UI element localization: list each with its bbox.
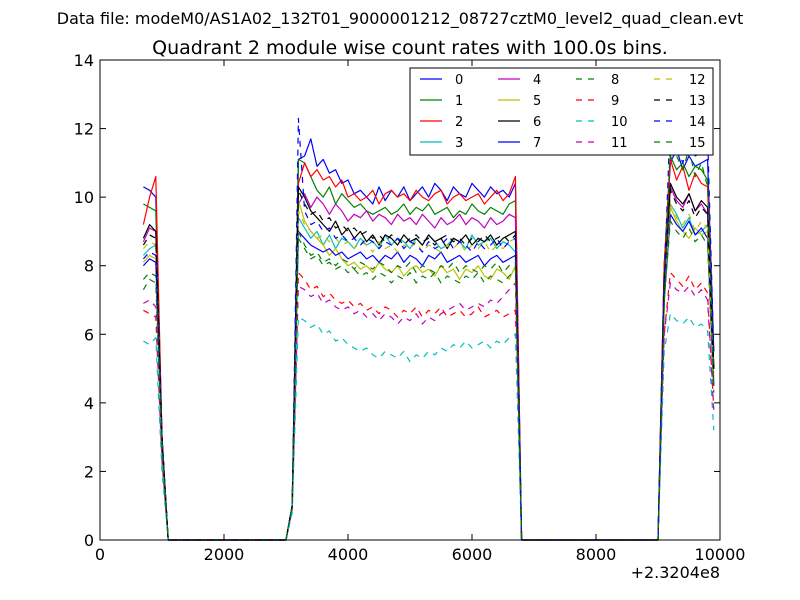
y-tick-label: 6 xyxy=(84,325,94,344)
legend-label-3: 3 xyxy=(455,136,463,151)
series-line-8 xyxy=(142,220,715,541)
y-tick-label: 2 xyxy=(84,462,94,481)
y-tick-label: 12 xyxy=(74,120,94,139)
legend-label-2: 2 xyxy=(455,115,463,130)
y-tick-label: 0 xyxy=(84,531,94,550)
legend-label-6: 6 xyxy=(533,115,541,130)
x-tick-label: 2000 xyxy=(204,545,245,564)
y-tick-label: 14 xyxy=(74,51,94,70)
figure-suptitle: Data file: modeM0/AS1A02_132T01_90000012… xyxy=(57,9,743,29)
x-tick-label: 10000 xyxy=(695,545,746,564)
legend-label-11: 11 xyxy=(611,136,628,151)
legend-label-10: 10 xyxy=(611,115,628,130)
y-tick-label: 8 xyxy=(84,257,94,276)
x-tick-label: 0 xyxy=(95,545,105,564)
legend-frame xyxy=(409,67,714,156)
legend-label-4: 4 xyxy=(533,73,541,88)
x-tick-label: 8000 xyxy=(576,545,617,564)
legend-label-5: 5 xyxy=(533,94,541,109)
y-tick-label: 10 xyxy=(74,188,94,207)
legend-label-12: 12 xyxy=(689,73,706,88)
legend-label-14: 14 xyxy=(689,115,706,130)
x-tick-label: 4000 xyxy=(328,545,369,564)
legend-label-8: 8 xyxy=(611,73,619,88)
legend-label-13: 13 xyxy=(689,94,706,109)
x-offset-label: +2.3204e8 xyxy=(631,563,720,582)
plot-frame xyxy=(99,59,721,541)
series-line-10 xyxy=(143,313,715,541)
x-tick-label: 6000 xyxy=(452,545,493,564)
legend-label-9: 9 xyxy=(611,94,619,109)
legend-label-7: 7 xyxy=(533,136,541,151)
series-line-14 xyxy=(142,114,715,541)
legend-label-0: 0 xyxy=(455,73,463,88)
legend-label-15: 15 xyxy=(689,136,706,151)
legend-label-1: 1 xyxy=(455,94,463,109)
y-tick-label: 4 xyxy=(84,394,94,413)
chart-title: Quadrant 2 module wise count rates with … xyxy=(152,37,668,59)
